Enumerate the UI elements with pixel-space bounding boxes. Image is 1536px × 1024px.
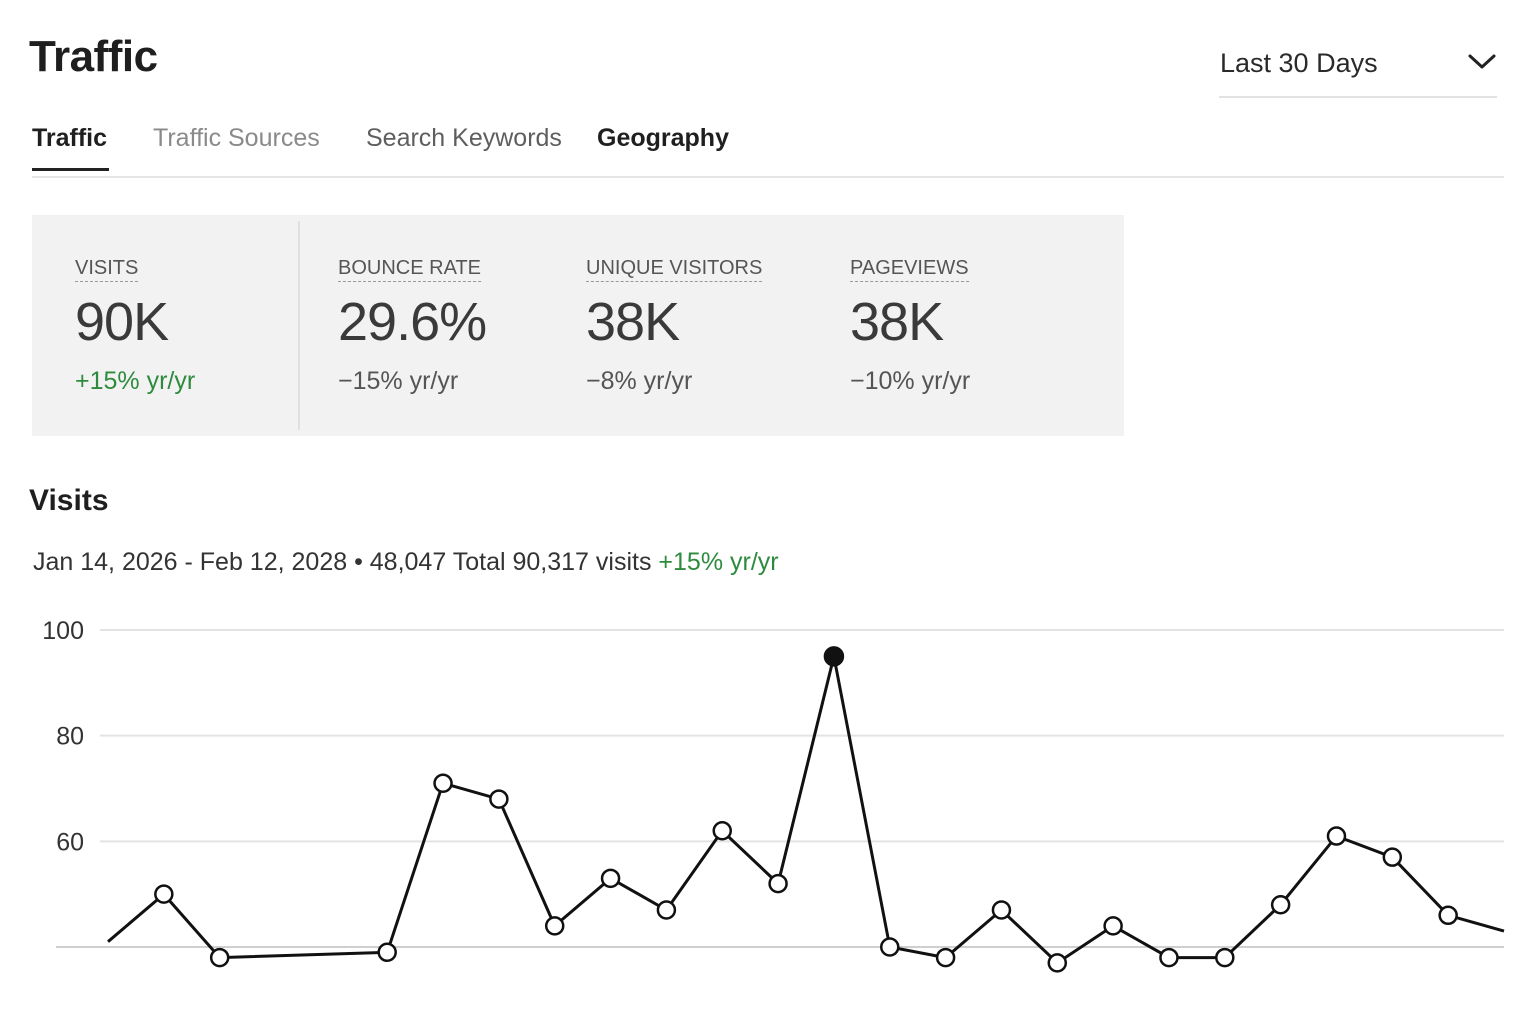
data-point [1270, 894, 1291, 915]
data-point [1215, 947, 1235, 968]
data-point [377, 942, 397, 963]
tab-geography[interactable]: Geography [597, 124, 729, 152]
data-point [600, 868, 621, 889]
kpi-value: 38K [850, 292, 944, 352]
data-point [712, 821, 732, 841]
kpi-label: PAGEVIEWS [850, 257, 969, 282]
data-point [656, 900, 677, 920]
kpi-change: +15% yr/yr [75, 367, 196, 395]
series-line [107, 656, 1505, 965]
visits-summary: Jan 14, 2026 - Feb 12, 2028 • 48,047 Tot… [33, 548, 779, 577]
kpi-divider [298, 221, 300, 430]
data-point [768, 873, 788, 894]
kpi-panel: VISITS 90K +15% yr/yr BOUNCE RATE 29.6% … [32, 215, 1124, 436]
visits-line-chart: 100 80 60 [42, 617, 1505, 973]
visits-summary-text: Jan 14, 2026 - Feb 12, 2028 • 48,047 Tot… [33, 548, 652, 576]
data-point [489, 789, 509, 809]
data-point [1438, 905, 1458, 926]
kpi-label: BOUNCE RATE [338, 257, 481, 282]
page-title: Traffic [29, 32, 158, 81]
data-point [1047, 953, 1068, 973]
date-range-select[interactable]: Last 30 Days [1219, 40, 1497, 98]
kpi-change: −10% yr/yr [850, 367, 971, 395]
data-point [544, 916, 565, 936]
kpi-label: UNIQUE VISITORS [586, 257, 763, 282]
data-point [1159, 947, 1179, 968]
data-point [880, 937, 900, 957]
kpi-value: 90K [75, 292, 169, 352]
data-point [1103, 916, 1123, 936]
tab-traffic-sources[interactable]: Traffic Sources [153, 124, 320, 152]
data-point [154, 884, 174, 904]
kpi-value: 29.6% [338, 292, 487, 352]
y-tick-label: 60 [56, 828, 84, 856]
y-tick-label: 100 [42, 617, 84, 645]
y-tick-label: 80 [56, 723, 84, 751]
data-point [209, 947, 230, 968]
data-point [1382, 847, 1403, 867]
kpi-change: −15% yr/yr [338, 367, 459, 395]
visits-section-title: Visits [29, 484, 109, 517]
data-point-peak [823, 646, 845, 667]
data-point [935, 947, 956, 968]
kpi-change: −8% yr/yr [586, 367, 693, 395]
data-point [991, 900, 1012, 920]
visits-summary-change: +15% yr/yr [658, 548, 779, 576]
tab-search-keywords[interactable]: Search Keywords [366, 124, 562, 152]
data-point [433, 773, 453, 793]
date-range-value: Last 30 Days [1220, 48, 1378, 78]
kpi-value: 38K [586, 292, 680, 352]
chevron-down-icon [1468, 54, 1496, 69]
tab-traffic[interactable]: Traffic [32, 124, 110, 171]
kpi-label: VISITS [75, 257, 139, 282]
tab-bar: Traffic Traffic Sources Search Keywords … [32, 118, 1504, 178]
data-point [1326, 826, 1347, 846]
